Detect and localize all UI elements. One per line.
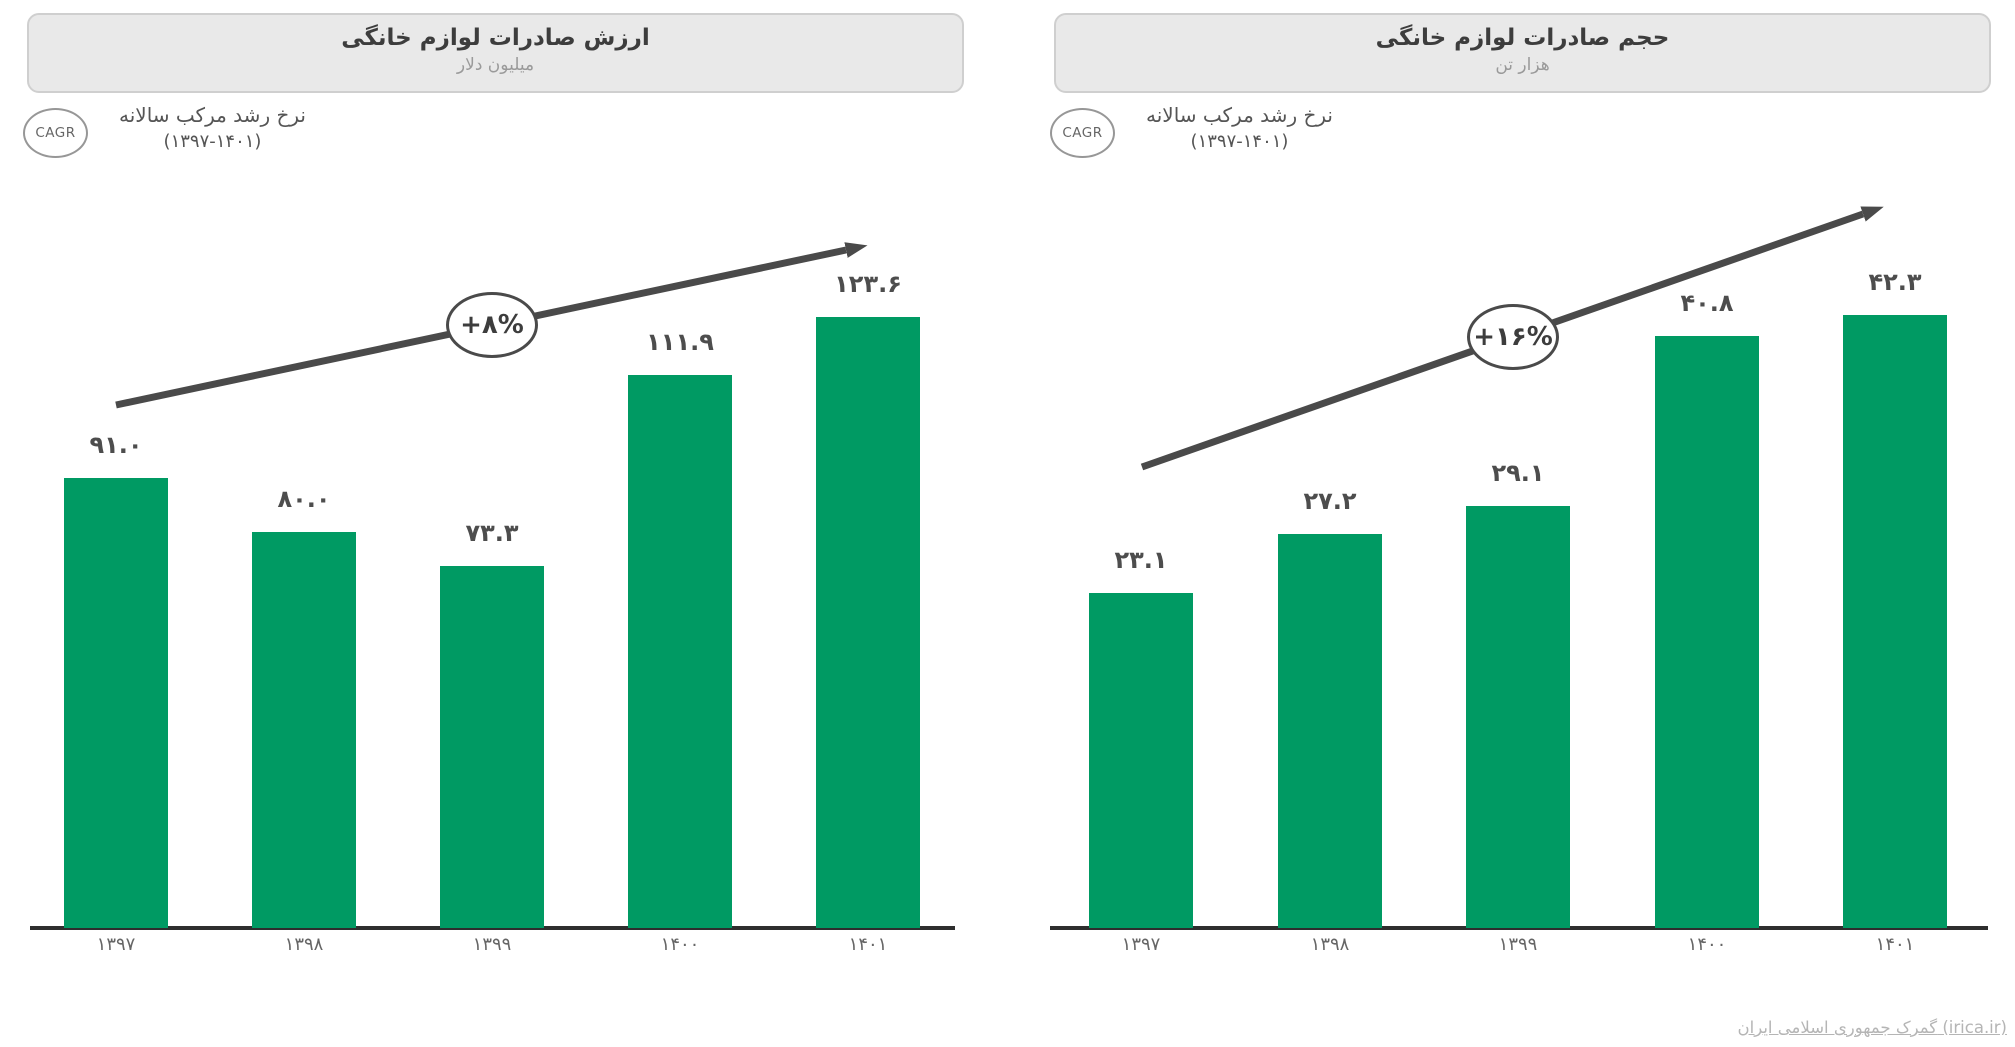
bar bbox=[1278, 534, 1382, 928]
x-axis-tick-label: ۱۳۹۹ bbox=[1498, 934, 1538, 955]
bar-value-label: ۹۱.۰ bbox=[89, 431, 143, 459]
x-axis-tick-label: ۱۴۰۱ bbox=[848, 934, 888, 955]
volume-chart-growth-badge: +۱۶% bbox=[1467, 304, 1559, 370]
cagr-label: نرخ رشد مرکب سالانه bbox=[1146, 103, 1333, 127]
bar bbox=[628, 375, 732, 928]
x-axis-tick-label: ۱۳۹۹ bbox=[472, 934, 512, 955]
cagr-label: نرخ رشد مرکب سالانه bbox=[119, 103, 306, 127]
bar bbox=[1655, 336, 1759, 928]
x-axis-tick-label: ۱۴۰۰ bbox=[660, 934, 700, 955]
value-chart-title-box: ارزش صادرات لوازم خانگی میلیون دلار bbox=[27, 13, 964, 93]
volume-chart-title: حجم صادرات لوازم خانگی bbox=[1375, 25, 1670, 51]
cagr-year-range: (۱۳۹۷-۱۴۰۱) bbox=[163, 131, 262, 152]
x-axis-tick-label: ۱۳۹۷ bbox=[96, 934, 136, 955]
bar-value-label: ۷۳.۳ bbox=[465, 519, 519, 547]
bar bbox=[1843, 315, 1947, 928]
cagr-badge-icon: CAGR bbox=[1050, 108, 1115, 158]
source-credit-link[interactable]: گمرک جمهوری اسلامی ایران (irica.ir) bbox=[1737, 1018, 2007, 1037]
bar-value-label: ۱۱۱.۹ bbox=[646, 328, 714, 356]
value-chart-title: ارزش صادرات لوازم خانگی bbox=[341, 25, 650, 51]
value-chart-growth-badge: +۸% bbox=[446, 292, 538, 358]
value-chart-unit: میلیون دلار bbox=[456, 55, 535, 75]
bar bbox=[1089, 593, 1193, 928]
bar-value-label: ۴۲.۳ bbox=[1868, 268, 1922, 296]
bar-value-label: ۲۹.۱ bbox=[1491, 459, 1545, 487]
x-axis-tick-label: ۱۴۰۰ bbox=[1687, 934, 1727, 955]
bar bbox=[1466, 506, 1570, 928]
x-axis-tick-label: ۱۳۹۸ bbox=[284, 934, 324, 955]
volume-chart-title-box: حجم صادرات لوازم خانگی هزار تن bbox=[1054, 13, 1991, 93]
cagr-year-range: (۱۳۹۷-۱۴۰۱) bbox=[1190, 131, 1289, 152]
bar-value-label: ۴۰.۸ bbox=[1680, 289, 1734, 317]
bar-value-label: ۲۳.۱ bbox=[1114, 546, 1168, 574]
cagr-annotation: نرخ رشد مرکب سالانه (۱۳۹۷-۱۴۰۱) bbox=[1122, 102, 1357, 154]
x-axis-tick-label: ۱۳۹۸ bbox=[1310, 934, 1350, 955]
volume-chart-unit: هزار تن bbox=[1495, 55, 1550, 75]
bar bbox=[440, 566, 544, 928]
bar bbox=[816, 317, 920, 928]
bar bbox=[64, 478, 168, 928]
bar-value-label: ۱۲۳.۶ bbox=[834, 270, 902, 298]
x-axis-tick-label: ۱۴۰۱ bbox=[1875, 934, 1915, 955]
bar-value-label: ۲۷.۲ bbox=[1303, 487, 1357, 515]
bar bbox=[252, 532, 356, 928]
bar-value-label: ۸۰.۰ bbox=[277, 485, 331, 513]
x-axis-tick-label: ۱۳۹۷ bbox=[1121, 934, 1161, 955]
cagr-badge-icon: CAGR bbox=[23, 108, 88, 158]
cagr-annotation: نرخ رشد مرکب سالانه (۱۳۹۷-۱۴۰۱) bbox=[95, 102, 330, 154]
